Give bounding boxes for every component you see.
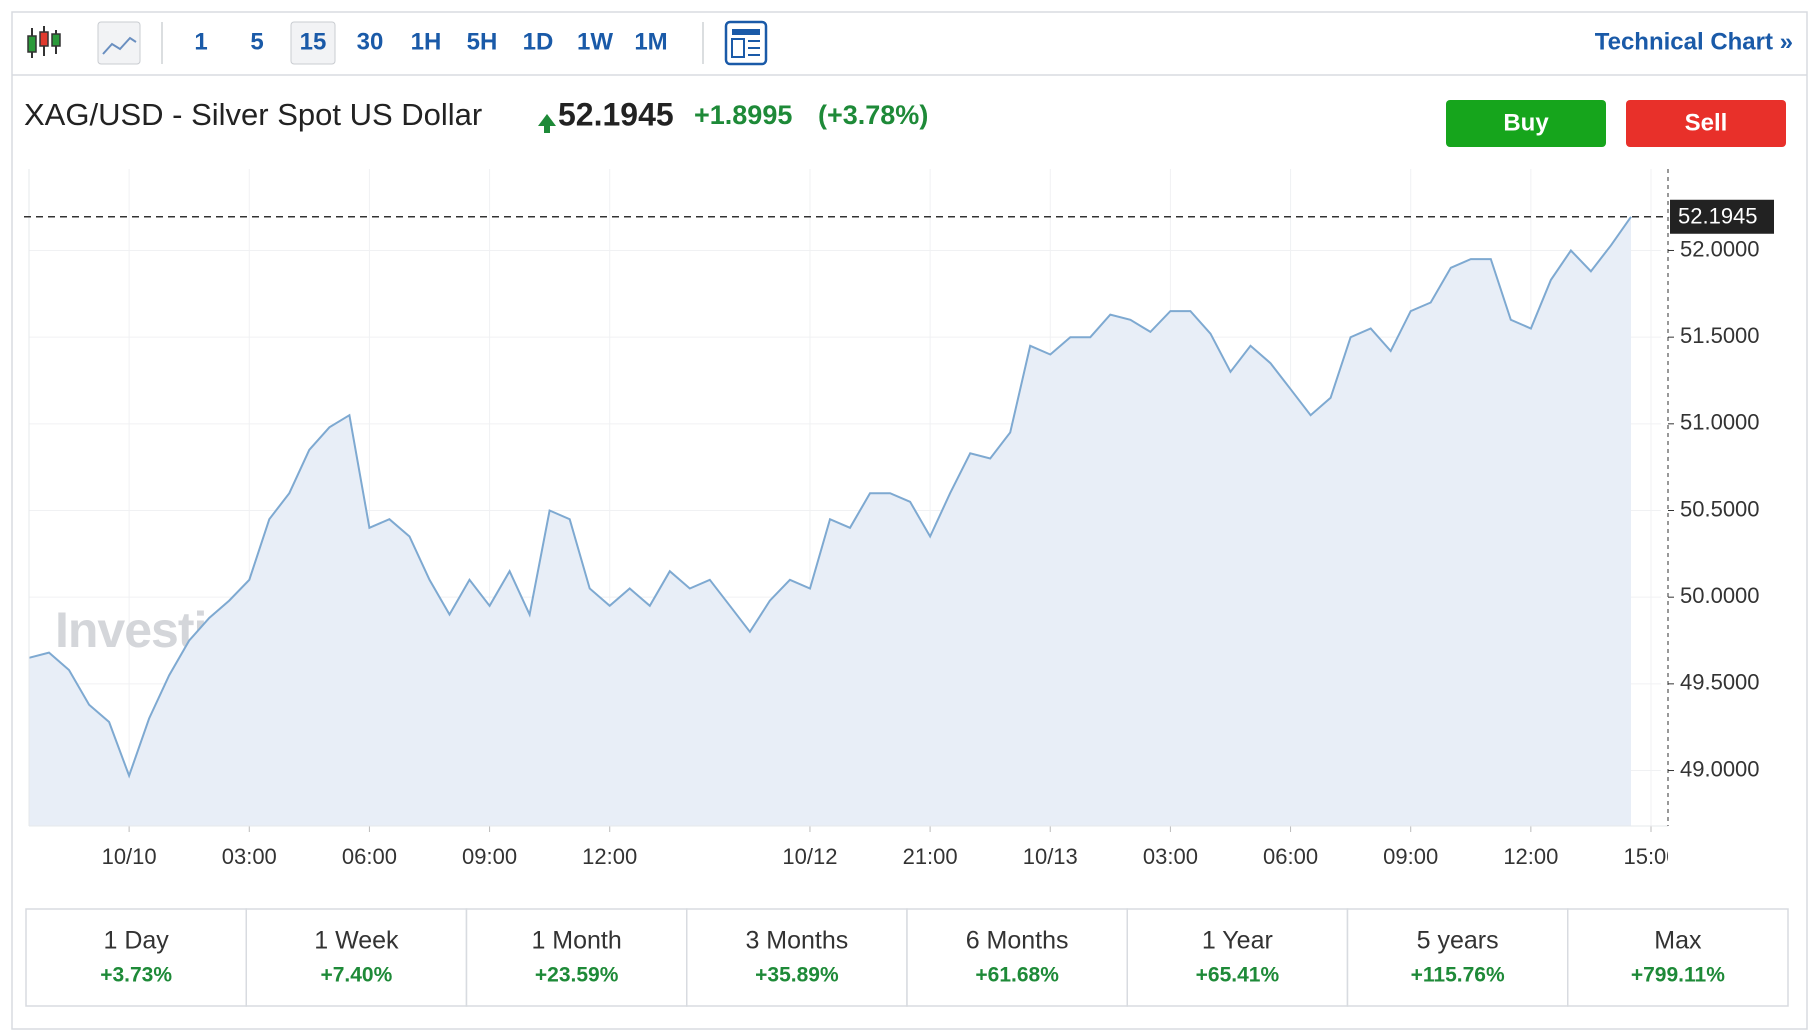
period-cell[interactable] bbox=[686, 908, 908, 1007]
period-change[interactable]: +799.11% bbox=[1631, 964, 1725, 987]
y-tick-label: 51.0000 bbox=[1680, 410, 1760, 435]
last-price-box bbox=[1670, 199, 1774, 234]
interval-button[interactable]: 1M bbox=[634, 28, 667, 55]
y-tick-label: 50.0000 bbox=[1680, 583, 1760, 608]
period-label[interactable]: Max bbox=[1654, 927, 1702, 955]
period-label[interactable]: 6 Months bbox=[966, 927, 1069, 955]
x-tick-label: 10/13 bbox=[1023, 844, 1078, 869]
x-tick-label: 09:00 bbox=[462, 844, 517, 869]
x-tick-label: 09:00 bbox=[1383, 844, 1438, 869]
period-change[interactable]: +7.40% bbox=[320, 964, 392, 987]
period-change[interactable]: +61.68% bbox=[975, 964, 1059, 987]
period-cell[interactable] bbox=[906, 908, 1128, 1007]
period-cell[interactable] bbox=[1126, 908, 1349, 1007]
x-tick-label: 12:00 bbox=[582, 844, 637, 869]
period-cell[interactable] bbox=[465, 908, 688, 1007]
interval-active[interactable] bbox=[290, 21, 336, 65]
sell-button[interactable] bbox=[1626, 100, 1786, 147]
interval-button[interactable]: 30 bbox=[357, 28, 384, 55]
y-tick-label: 49.5000 bbox=[1680, 670, 1760, 695]
period-change[interactable]: +3.73% bbox=[100, 964, 172, 987]
interval-button[interactable]: 5 bbox=[250, 28, 263, 55]
price-line bbox=[28, 216, 1632, 779]
x-tick-label: 12:00 bbox=[1503, 844, 1558, 869]
x-tick-label: 15:00 bbox=[1623, 844, 1678, 869]
interval-button[interactable]: 1D bbox=[523, 28, 554, 55]
x-tick-label: 21:00 bbox=[903, 844, 958, 869]
up-arrow bbox=[538, 114, 556, 133]
period-label[interactable]: 1 Day bbox=[103, 927, 169, 955]
period-change[interactable]: +65.41% bbox=[1196, 964, 1280, 987]
interval-button[interactable]: 1 bbox=[194, 28, 207, 55]
interval-button[interactable]: 1W bbox=[577, 28, 613, 55]
x-tick-label: 10/12 bbox=[782, 844, 837, 869]
sell-label[interactable]: Sell bbox=[1685, 109, 1728, 136]
period-cell[interactable] bbox=[1567, 908, 1789, 1007]
period-change[interactable]: +23.59% bbox=[535, 964, 619, 987]
y-tick-label: 52.0000 bbox=[1680, 236, 1760, 261]
price-change: +1.8995 bbox=[694, 100, 792, 130]
interval-button[interactable]: 15 bbox=[300, 28, 327, 55]
last-price: 52.1945 bbox=[558, 96, 674, 132]
candlestick-icon[interactable] bbox=[27, 26, 61, 58]
period-label[interactable]: 3 Months bbox=[745, 927, 848, 955]
period-label[interactable]: 5 years bbox=[1417, 927, 1499, 955]
interval-button[interactable]: 5H bbox=[467, 28, 498, 55]
period-cell[interactable] bbox=[245, 908, 468, 1007]
period-change[interactable]: +115.76% bbox=[1411, 964, 1505, 987]
layout-icon[interactable] bbox=[724, 20, 768, 66]
period-label[interactable]: 1 Month bbox=[531, 927, 621, 955]
period-label[interactable]: 1 Year bbox=[1202, 927, 1273, 955]
interval-button[interactable]: 1H bbox=[411, 28, 442, 55]
technical-chart-link[interactable]: Technical Chart » bbox=[1595, 28, 1793, 55]
x-tick-label: 10/10 bbox=[102, 844, 157, 869]
instrument-title: XAG/USD - Silver Spot US Dollar bbox=[24, 97, 482, 132]
x-tick-label: 06:00 bbox=[1263, 844, 1318, 869]
period-cell[interactable] bbox=[25, 908, 247, 1007]
price-change-percent: (+3.78%) bbox=[818, 100, 928, 130]
buy-label[interactable]: Buy bbox=[1503, 109, 1549, 136]
period-change[interactable]: +35.89% bbox=[755, 964, 839, 987]
buy-button[interactable] bbox=[1446, 100, 1606, 147]
y-tick-label: 51.5000 bbox=[1680, 323, 1760, 348]
period-cell[interactable] bbox=[1346, 908, 1569, 1007]
x-tick-label: 06:00 bbox=[342, 844, 397, 869]
y-tick-label: 50.5000 bbox=[1680, 496, 1760, 521]
y-tick-label: 49.0000 bbox=[1680, 756, 1760, 781]
last-price-label: 52.1945 bbox=[1678, 204, 1758, 229]
period-label[interactable]: 1 Week bbox=[314, 927, 399, 955]
x-tick-label: 03:00 bbox=[1143, 844, 1198, 869]
x-tick-label: 03:00 bbox=[222, 844, 277, 869]
line-chart-icon[interactable] bbox=[97, 21, 141, 65]
